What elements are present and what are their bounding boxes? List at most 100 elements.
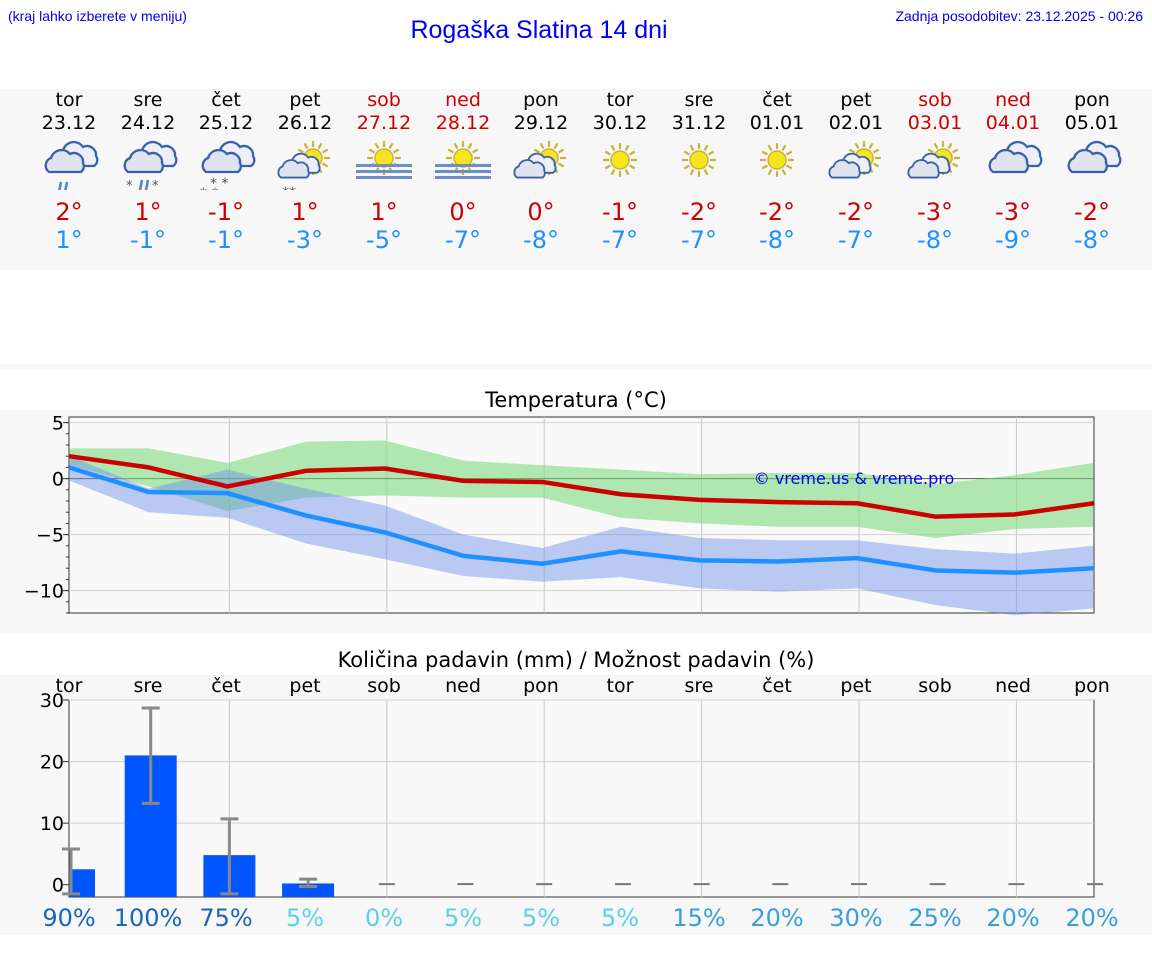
precipitation-probability: 20% xyxy=(1065,904,1119,932)
weather-icon xyxy=(817,138,895,190)
day-name: tor xyxy=(55,89,83,111)
cloud-sleet-icon: * * xyxy=(123,140,178,194)
y-tick-label: 5 xyxy=(52,413,64,435)
y-tick-label: 0 xyxy=(52,469,64,491)
day-name: čet xyxy=(762,89,792,111)
svg-text:*: * xyxy=(126,179,133,190)
precipitation-day-label: pon xyxy=(523,675,559,697)
cloud-icon xyxy=(988,140,1043,174)
sun-icon xyxy=(760,143,794,177)
precipitation-bar xyxy=(282,883,335,897)
temp-min: -8° xyxy=(523,226,559,254)
precipitation-probability: 0% xyxy=(364,904,404,932)
temp-max: -1° xyxy=(602,198,638,226)
weather-icon: * ** * xyxy=(187,138,265,202)
precipitation-probability: 5% xyxy=(521,904,561,932)
temp-min: -7° xyxy=(602,226,638,254)
weather-icon xyxy=(974,138,1052,190)
sun-cloud-icon xyxy=(513,141,566,179)
temp-min: -7° xyxy=(838,226,874,254)
precipitation-chart: 30 20 10 0 xyxy=(40,690,1104,898)
temp-min: -3° xyxy=(287,226,323,254)
day-name: čet xyxy=(211,89,241,111)
weather-icon xyxy=(738,138,816,190)
precipitation-probability: 5% xyxy=(285,904,325,932)
precipitation-probability: 75% xyxy=(199,904,253,932)
sun-cloud-snow-icon: ** xyxy=(277,141,330,201)
precipitation-probability: 20% xyxy=(750,904,804,932)
sun-fog-icon xyxy=(356,141,412,179)
day-name: pon xyxy=(1074,89,1110,111)
temp-max: 0° xyxy=(527,198,555,226)
location-hint[interactable]: (kraj lahko izberete v meniju) xyxy=(8,8,187,24)
weather-icon xyxy=(1053,138,1131,190)
weather-icon: ** xyxy=(266,138,344,201)
temp-min: -9° xyxy=(995,226,1031,254)
precipitation-probability: 90% xyxy=(42,904,96,932)
cloud-icon xyxy=(1067,140,1122,174)
day-name: sre xyxy=(133,89,163,111)
day-name: tor xyxy=(606,89,634,111)
y-tick-label: 0 xyxy=(52,875,64,897)
max-temperature-line xyxy=(68,453,1095,519)
sun-icon xyxy=(603,143,637,177)
precipitation-day-label: pet xyxy=(289,675,321,697)
svg-text:**: ** xyxy=(282,185,296,190)
temp-max: -2° xyxy=(1074,198,1110,226)
precipitation-probability: 25% xyxy=(908,904,962,932)
day-date: 27.12 xyxy=(356,112,412,134)
watermark: © vreme.us & vreme.pro xyxy=(754,469,955,488)
min-temperature-line xyxy=(68,465,1095,575)
sun-fog-icon xyxy=(435,141,491,179)
temp-min: -1° xyxy=(208,226,244,254)
temp-max: -3° xyxy=(917,198,953,226)
temp-min: -8° xyxy=(1074,226,1110,254)
day-date: 03.01 xyxy=(907,112,963,134)
precipitation-probability: 15% xyxy=(672,904,726,932)
weather-icon xyxy=(30,138,108,193)
temperature-chart-title: Temperatura (°C) xyxy=(485,388,667,412)
precipitation-day-label: tor xyxy=(606,675,634,697)
precipitation-probability: 5% xyxy=(443,904,483,932)
temp-max: -2° xyxy=(838,198,874,226)
precipitation-day-label: sob xyxy=(918,675,952,697)
day-date: 04.01 xyxy=(985,112,1041,134)
temp-max: 0° xyxy=(449,198,477,226)
precipitation-bar xyxy=(69,869,95,897)
weather-icon xyxy=(896,138,974,190)
precipitation-probability: 100% xyxy=(113,904,183,932)
precipitation-probability: 5% xyxy=(600,904,640,932)
day-name: pet xyxy=(840,89,872,111)
temp-min: -5° xyxy=(366,226,402,254)
svg-text:* *: * * xyxy=(210,176,228,190)
day-date: 26.12 xyxy=(277,112,333,134)
precipitation-probability: 30% xyxy=(829,904,883,932)
day-date: 28.12 xyxy=(435,112,491,134)
day-date: 31.12 xyxy=(671,112,727,134)
y-tick-label: 10 xyxy=(40,813,64,835)
y-tick-label: 30 xyxy=(40,690,64,712)
svg-text:* *: * * xyxy=(200,186,218,190)
temp-max: -2° xyxy=(681,198,717,226)
weather-icon xyxy=(424,138,502,190)
sun-icon xyxy=(682,143,716,177)
y-tick-label: 20 xyxy=(40,752,64,774)
daily-forecast-band xyxy=(0,89,1152,270)
day-date: 30.12 xyxy=(592,112,648,134)
temp-min: -1° xyxy=(130,226,166,254)
day-date: 23.12 xyxy=(41,112,97,134)
precipitation-day-label: pet xyxy=(840,675,872,697)
temp-max: 1° xyxy=(370,198,398,226)
temp-max: 1° xyxy=(134,198,162,226)
precipitation-day-label: čet xyxy=(211,675,241,697)
day-date: 24.12 xyxy=(120,112,176,134)
day-name: ned xyxy=(995,89,1031,111)
temp-min: -8° xyxy=(917,226,953,254)
day-name: sob xyxy=(918,89,952,111)
precipitation-day-label: pon xyxy=(1074,675,1110,697)
precipitation-probability: 20% xyxy=(986,904,1040,932)
min-temperature-range xyxy=(70,456,1094,616)
precipitation-chart-title: Količina padavin (mm) / Možnost padavin … xyxy=(337,648,815,672)
precipitation-day-label: čet xyxy=(762,675,792,697)
weather-icon xyxy=(660,138,738,190)
